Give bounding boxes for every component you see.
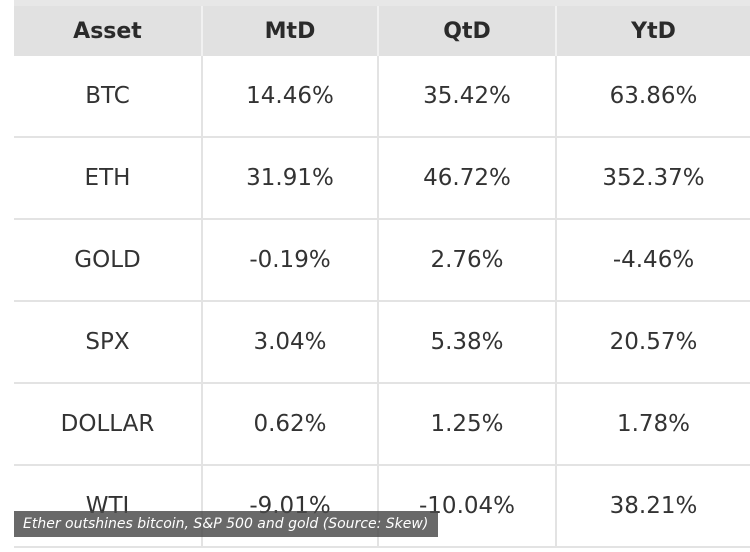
top-divider [14,0,750,6]
ytd-cell: 352.37% [556,137,750,220]
ytd-cell: 20.57% [556,301,750,384]
image-caption: Ether outshines bitcoin, S&P 500 and gol… [14,511,439,537]
qtd-cell: 5.38% [378,301,557,384]
ytd-cell: 38.21% [556,465,750,548]
header-qtd: QtD [378,6,557,56]
mtd-cell: -0.19% [202,219,379,302]
qtd-cell: 35.42% [378,56,557,138]
mtd-cell: 14.46% [202,56,379,138]
returns-table: Asset MtD QtD YtD BTC 14.46% 35.42% 63.8… [14,6,750,548]
qtd-cell: 2.76% [378,219,557,302]
asset-cell: GOLD [14,219,203,302]
mtd-cell: 0.62% [202,383,379,466]
table-row: GOLD -0.19% 2.76% -4.46% [14,219,750,302]
mtd-cell: 31.91% [202,137,379,220]
table-row: BTC 14.46% 35.42% 63.86% [14,56,750,138]
header-mtd: MtD [202,6,379,56]
ytd-cell: 1.78% [556,383,750,466]
table-header-row: Asset MtD QtD YtD [14,6,750,56]
header-asset: Asset [14,6,203,56]
ytd-cell: -4.46% [556,219,750,302]
header-ytd: YtD [556,6,750,56]
qtd-cell: 1.25% [378,383,557,466]
table-row: SPX 3.04% 5.38% 20.57% [14,301,750,384]
qtd-cell: 46.72% [378,137,557,220]
table-row: DOLLAR 0.62% 1.25% 1.78% [14,383,750,466]
asset-cell: SPX [14,301,203,384]
asset-cell: ETH [14,137,203,220]
table-row: ETH 31.91% 46.72% 352.37% [14,137,750,220]
asset-cell: DOLLAR [14,383,203,466]
mtd-cell: 3.04% [202,301,379,384]
ytd-cell: 63.86% [556,56,750,138]
asset-cell: BTC [14,56,203,138]
